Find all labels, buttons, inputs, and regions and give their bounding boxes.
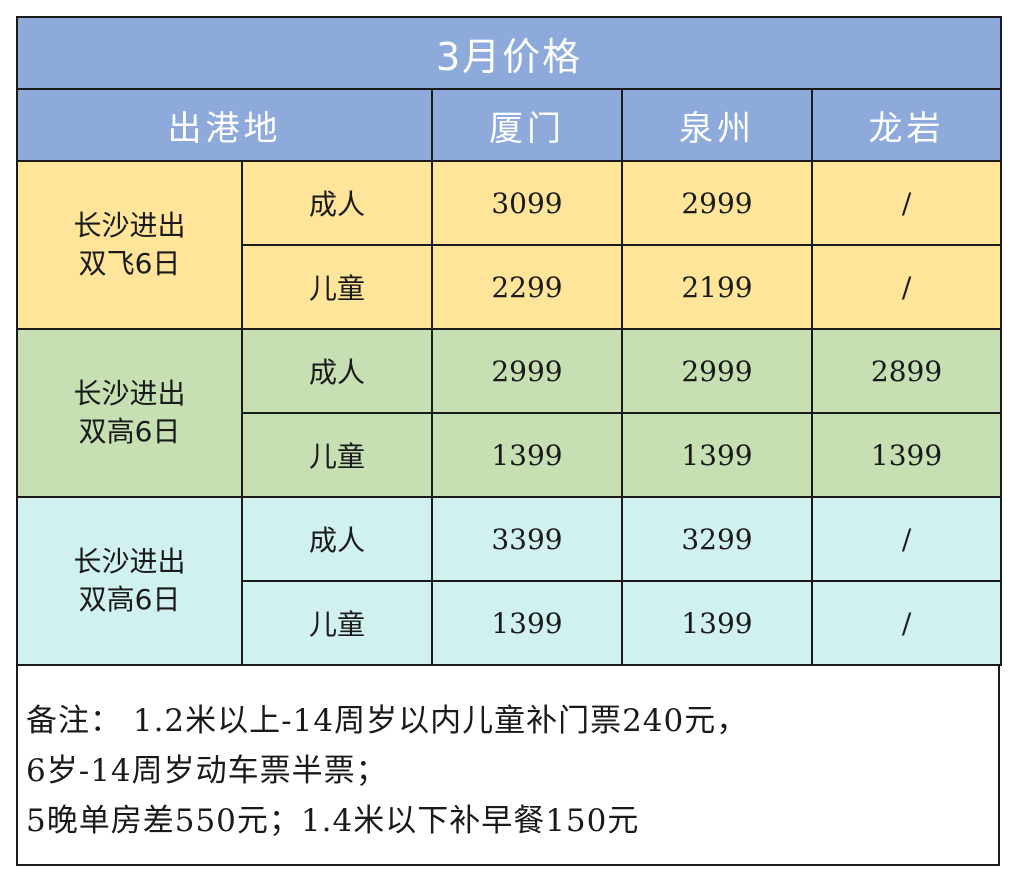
price-cell: 2299 <box>431 244 623 330</box>
group-label: 长沙进出 双飞6日 <box>16 160 243 330</box>
price-cell: 1399 <box>431 412 623 498</box>
price-cell: 1399 <box>810 412 1003 498</box>
price-cell: / <box>810 496 1003 582</box>
price-cell: 1399 <box>621 580 813 666</box>
price-cell: / <box>810 244 1003 330</box>
table-row: 长沙进出 双飞6日 成人 3099 2999 / <box>16 160 1003 330</box>
table-row: 长沙进出 双高6日 成人 2999 2999 2899 <box>16 328 1003 498</box>
departure-header: 出港地 <box>16 88 433 162</box>
group-label-line1: 长沙进出 <box>73 545 186 578</box>
price-cell: 2999 <box>621 160 813 246</box>
price-cell: 1399 <box>431 580 623 666</box>
city-header-quanzhou: 泉州 <box>621 88 813 162</box>
price-cell: 3299 <box>621 496 813 582</box>
group-label-line2: 双飞6日 <box>78 247 181 280</box>
city-header-xiamen: 厦门 <box>431 88 623 162</box>
group-label-line1: 长沙进出 <box>73 209 186 242</box>
price-cell: 2999 <box>431 328 623 414</box>
table-row: 长沙进出 双高6日 成人 3399 3299 / <box>16 496 1003 666</box>
price-cell: 1399 <box>621 412 813 498</box>
notes-section: 备注： 1.2米以上-14周岁以内儿童补门票240元， 6岁-14周岁动车票半票… <box>18 668 998 864</box>
passenger-type: 成人 <box>241 496 433 582</box>
price-cell: 2199 <box>621 244 813 330</box>
group-label-line2: 双高6日 <box>78 583 181 616</box>
passenger-type: 儿童 <box>241 580 433 666</box>
price-cell: 2899 <box>810 328 1003 414</box>
passenger-type: 成人 <box>241 160 433 246</box>
group-label: 长沙进出 双高6日 <box>16 328 243 498</box>
price-cell: 3399 <box>431 496 623 582</box>
table-row: 儿童 2299 2199 / <box>17 244 1003 330</box>
price-cell: 2999 <box>621 328 813 414</box>
price-cell: / <box>810 160 1003 246</box>
group-label: 长沙进出 双高6日 <box>16 496 243 666</box>
note-line: 6岁-14周岁动车票半票； <box>26 753 388 789</box>
price-table: 3月价格 出港地 厦门 泉州 龙岩 长沙进出 双飞6日 成人 3099 2999… <box>15 16 1003 666</box>
note-line: 备注： 1.2米以上-14周岁以内儿童补门票240元， <box>26 703 749 739</box>
passenger-type: 成人 <box>241 328 433 414</box>
table-title: 3月价格 <box>15 16 1003 90</box>
table-row: 儿童 1399 1399 1399 <box>17 412 1003 498</box>
table-row: 儿童 1399 1399 / <box>17 580 1003 666</box>
price-sheet: 3月价格 出港地 厦门 泉州 龙岩 长沙进出 双飞6日 成人 3099 2999… <box>15 16 1003 866</box>
price-cell: / <box>810 580 1003 666</box>
passenger-type: 儿童 <box>241 412 433 498</box>
note-line: 5晚单房差550元；1.4米以下补早餐150元 <box>26 803 640 839</box>
group-label-line2: 双高6日 <box>78 415 181 448</box>
city-header-longyan: 龙岩 <box>810 88 1003 162</box>
group-label-line1: 长沙进出 <box>73 377 186 410</box>
price-cell: 3099 <box>431 160 623 246</box>
passenger-type: 儿童 <box>241 244 433 330</box>
